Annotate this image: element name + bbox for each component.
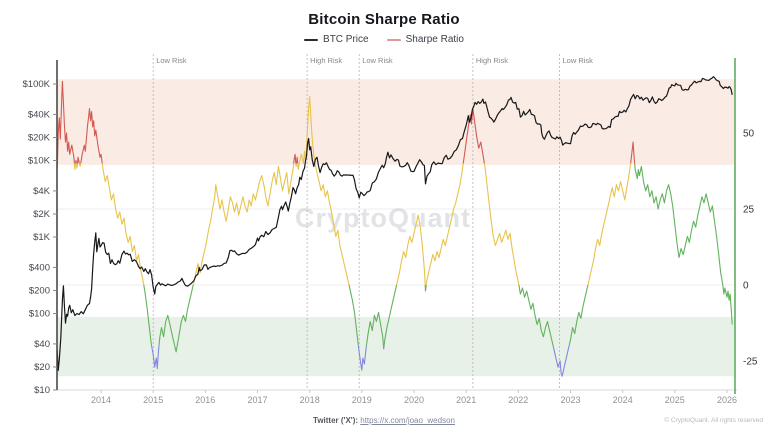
sharpe-ratio-line	[78, 163, 82, 167]
sharpe-ratio-line	[80, 108, 103, 164]
price-axis-label: $1K	[33, 232, 51, 243]
year-axis-label: 2019	[352, 395, 372, 405]
year-axis-label: 2015	[143, 395, 163, 405]
price-axis-label: $10	[34, 385, 50, 396]
sharpe-ratio-line	[552, 345, 570, 377]
legend-item-sharpe-ratio[interactable]: Sharpe Ratio	[386, 34, 464, 45]
price-axis-label: $4K	[33, 186, 51, 197]
year-axis-label: 2017	[247, 395, 267, 405]
risk-marker-label: High Risk	[476, 56, 508, 65]
risk-marker-label: Low Risk	[156, 56, 187, 65]
price-axis-label: $40	[34, 339, 50, 350]
risk-marker-label: Low Risk	[563, 56, 594, 65]
year-axis-label: 2024	[613, 395, 633, 405]
series-lines	[56, 76, 733, 377]
sharpe-ratio-line	[75, 159, 77, 164]
year-axis-label: 2018	[300, 395, 320, 405]
year-axis-label: 2026	[717, 395, 737, 405]
price-axis-label: $20K	[28, 133, 51, 144]
sharpe-ratio-line	[295, 156, 299, 164]
sharpe-ratio-line	[587, 163, 632, 286]
price-axis-label: $10K	[28, 156, 51, 167]
price-axis-label: $200	[29, 286, 50, 297]
cryptoquant-watermark: CryptoQuant	[295, 203, 471, 233]
sharpe-ratio-line	[143, 284, 153, 346]
legend-item-btc-price[interactable]: BTC Price	[304, 34, 369, 45]
sharpe-ratio-line	[293, 153, 297, 164]
price-axis-label: $400	[29, 262, 50, 273]
sharpe-ratio-line	[383, 284, 398, 346]
sharpe-ratio-line	[424, 284, 427, 292]
sharpe-axis-label: -25	[743, 357, 758, 368]
sharpe-ratio-line	[630, 141, 636, 164]
axes: $100K$40K$20K$10K$4K$2K$1K$400$200$100$4…	[23, 58, 758, 405]
sharpe-ratio-line	[483, 163, 520, 286]
btc-price-swatch-icon	[304, 38, 319, 41]
sharpe-axis-label: 25	[743, 205, 755, 216]
sharpe-axis-label: 50	[743, 129, 755, 140]
sharpe-ratio-line	[56, 80, 75, 164]
sharpe-ratio-line	[634, 163, 733, 325]
legend-label-btc-price: BTC Price	[323, 34, 369, 45]
sharpe-ratio-line	[76, 156, 80, 164]
legend-label-sharpe-ratio: Sharpe Ratio	[405, 34, 464, 45]
year-axis-label: 2020	[404, 395, 424, 405]
sharpe-ratio-line	[158, 314, 176, 346]
price-axis-label: $100K	[23, 79, 51, 90]
sharpe-ratio-line	[425, 163, 464, 286]
sharpe-ratio-line	[357, 345, 367, 371]
sharpe-ratio-line	[75, 163, 79, 169]
year-axis-label: 2016	[195, 395, 215, 405]
sharpe-ratio-line	[365, 311, 385, 346]
sharpe-ratio-line	[518, 284, 554, 346]
risk-markers: Low Risk High Risk Low Risk High Risk Low Ri…	[152, 54, 594, 390]
sharpe-ratio-line	[297, 95, 350, 286]
copyright-note: © CryptoQuant. All rights reserved	[664, 417, 763, 424]
high-risk-band	[57, 79, 735, 165]
sharpe-ratio-line	[73, 163, 77, 171]
sharpe-ratio-line	[192, 163, 295, 286]
risk-marker-label: High Risk	[310, 56, 342, 65]
risk-marker-label: Low Risk	[362, 56, 393, 65]
twitter-label: Twitter ('X'):	[313, 416, 359, 425]
sharpe-ratio-line	[382, 345, 385, 350]
sharpe-ratio-line	[348, 284, 359, 346]
footer: Twitter ('X'): https://x.com/joao_wedson	[0, 416, 768, 425]
sharpe-ratio-line	[568, 284, 589, 346]
sharpe-ratio-line	[151, 345, 160, 370]
year-axis-label: 2025	[665, 395, 685, 405]
btc-price-line	[56, 76, 733, 372]
year-axis-label: 2014	[91, 395, 111, 405]
twitter-link[interactable]: https://x.com/joao_wedson	[360, 416, 455, 425]
sharpe-ratio-line	[174, 284, 194, 353]
price-axis-label: $100	[29, 309, 50, 320]
year-axis-label: 2022	[508, 395, 528, 405]
sharpe-ratio-line	[101, 163, 145, 286]
sharpe-ratio-line	[295, 163, 298, 167]
sharpe-ratio-swatch-icon	[386, 38, 401, 41]
price-axis-label: $2K	[33, 209, 51, 220]
year-axis-label: 2023	[560, 395, 580, 405]
sharpe-axis-label: 0	[743, 281, 749, 292]
page-title: Bitcoin Sharpe Ratio	[308, 11, 460, 28]
legend: BTC Price Sharpe Ratio	[0, 34, 768, 45]
price-axis-label: $40K	[28, 109, 51, 120]
sharpe-ratio-line	[396, 214, 426, 286]
year-axis-label: 2021	[456, 395, 476, 405]
price-axis-label: $20	[34, 362, 50, 373]
